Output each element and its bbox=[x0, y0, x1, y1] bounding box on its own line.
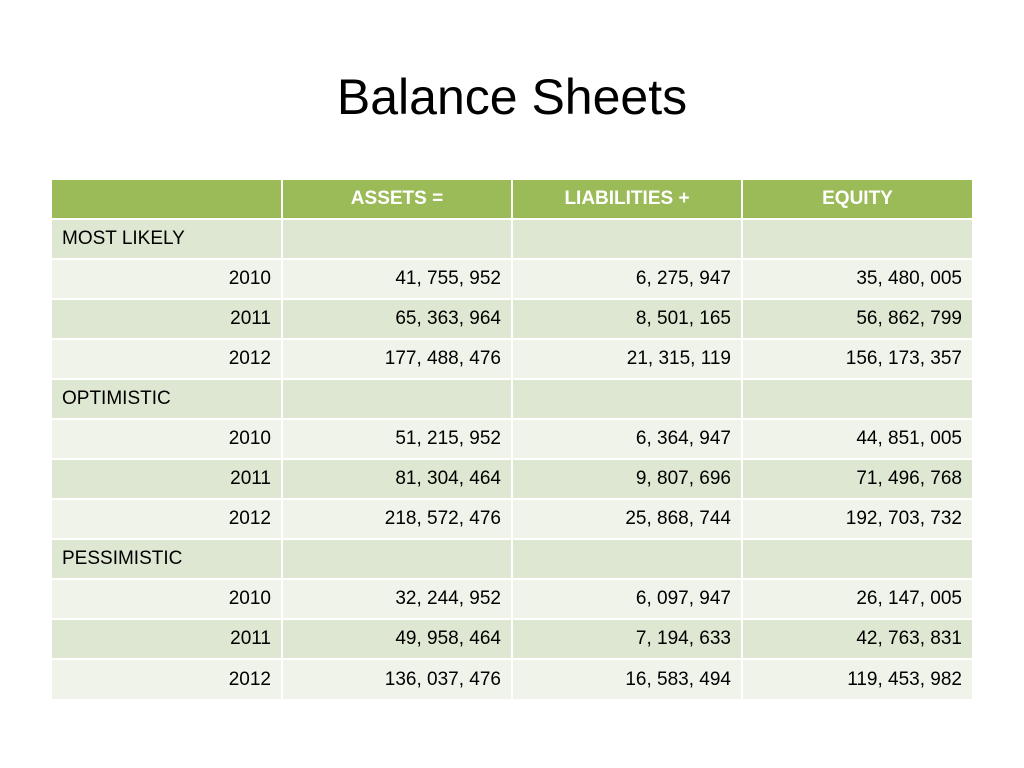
equity-cell: 35, 480, 005 bbox=[741, 258, 972, 299]
equity-cell: 119, 453, 982 bbox=[741, 658, 972, 699]
equity-cell: 26, 147, 005 bbox=[741, 578, 972, 619]
year-cell: 2010 bbox=[52, 578, 282, 619]
year-cell: 2011 bbox=[52, 298, 282, 339]
assets-cell: 41, 755, 952 bbox=[281, 258, 512, 299]
empty-cell bbox=[281, 218, 512, 259]
assets-cell: 49, 958, 464 bbox=[281, 618, 512, 659]
assets-cell: 81, 304, 464 bbox=[281, 458, 512, 499]
year-cell: 2010 bbox=[52, 258, 282, 299]
group-label: OPTIMISTIC bbox=[52, 378, 282, 419]
table-row: 2012 177, 488, 476 21, 315, 119 156, 173… bbox=[52, 338, 972, 379]
table-row: 2012 136, 037, 476 16, 583, 494 119, 453… bbox=[52, 658, 972, 699]
year-cell: 2011 bbox=[52, 458, 282, 499]
liabilities-cell: 6, 275, 947 bbox=[511, 258, 742, 299]
table-row: 2011 65, 363, 964 8, 501, 165 56, 862, 7… bbox=[52, 298, 972, 339]
group-label: MOST LIKELY bbox=[52, 218, 282, 259]
equity-cell: 71, 496, 768 bbox=[741, 458, 972, 499]
empty-cell bbox=[511, 378, 742, 419]
empty-cell bbox=[511, 218, 742, 259]
liabilities-cell: 7, 194, 633 bbox=[511, 618, 742, 659]
equity-cell: 42, 763, 831 bbox=[741, 618, 972, 659]
table-row: 2010 51, 215, 952 6, 364, 947 44, 851, 0… bbox=[52, 418, 972, 459]
assets-cell: 65, 363, 964 bbox=[281, 298, 512, 339]
table-row: 2011 49, 958, 464 7, 194, 633 42, 763, 8… bbox=[52, 618, 972, 659]
assets-cell: 177, 488, 476 bbox=[281, 338, 512, 379]
liabilities-cell: 25, 868, 744 bbox=[511, 498, 742, 539]
table-row: 2010 41, 755, 952 6, 275, 947 35, 480, 0… bbox=[52, 258, 972, 299]
group-row-optimistic: OPTIMISTIC bbox=[52, 378, 972, 419]
assets-cell: 136, 037, 476 bbox=[281, 658, 512, 699]
liabilities-cell: 8, 501, 165 bbox=[511, 298, 742, 339]
empty-cell bbox=[281, 538, 512, 579]
equity-cell: 44, 851, 005 bbox=[741, 418, 972, 459]
group-row-most-likely: MOST LIKELY bbox=[52, 218, 972, 259]
liabilities-cell: 9, 807, 696 bbox=[511, 458, 742, 499]
empty-cell bbox=[741, 538, 972, 579]
liabilities-cell: 6, 097, 947 bbox=[511, 578, 742, 619]
header-liabilities: LIABILITIES + bbox=[511, 180, 742, 219]
empty-cell bbox=[511, 538, 742, 579]
empty-cell bbox=[741, 218, 972, 259]
balance-sheet-table: ASSETS = LIABILITIES + EQUITY MOST LIKEL… bbox=[52, 180, 972, 699]
assets-cell: 218, 572, 476 bbox=[281, 498, 512, 539]
year-cell: 2012 bbox=[52, 498, 282, 539]
table-row: 2010 32, 244, 952 6, 097, 947 26, 147, 0… bbox=[52, 578, 972, 619]
header-row: ASSETS = LIABILITIES + EQUITY bbox=[52, 180, 972, 219]
group-label: PESSIMISTIC bbox=[52, 538, 282, 579]
equity-cell: 156, 173, 357 bbox=[741, 338, 972, 379]
liabilities-cell: 16, 583, 494 bbox=[511, 658, 742, 699]
slide-title: Balance Sheets bbox=[336, 69, 688, 125]
year-cell: 2011 bbox=[52, 618, 282, 659]
year-cell: 2012 bbox=[52, 658, 282, 699]
liabilities-cell: 6, 364, 947 bbox=[511, 418, 742, 459]
equity-cell: 192, 703, 732 bbox=[741, 498, 972, 539]
group-row-pessimistic: PESSIMISTIC bbox=[52, 538, 972, 579]
empty-cell bbox=[281, 378, 512, 419]
equity-cell: 56, 862, 799 bbox=[741, 298, 972, 339]
table-row: 2012 218, 572, 476 25, 868, 744 192, 703… bbox=[52, 498, 972, 539]
header-blank bbox=[52, 180, 282, 219]
assets-cell: 32, 244, 952 bbox=[281, 578, 512, 619]
assets-cell: 51, 215, 952 bbox=[281, 418, 512, 459]
header-assets: ASSETS = bbox=[281, 180, 512, 219]
empty-cell bbox=[741, 378, 972, 419]
year-cell: 2012 bbox=[52, 338, 282, 379]
year-cell: 2010 bbox=[52, 418, 282, 459]
header-equity: EQUITY bbox=[741, 180, 972, 219]
liabilities-cell: 21, 315, 119 bbox=[511, 338, 742, 379]
table-row: 2011 81, 304, 464 9, 807, 696 71, 496, 7… bbox=[52, 458, 972, 499]
